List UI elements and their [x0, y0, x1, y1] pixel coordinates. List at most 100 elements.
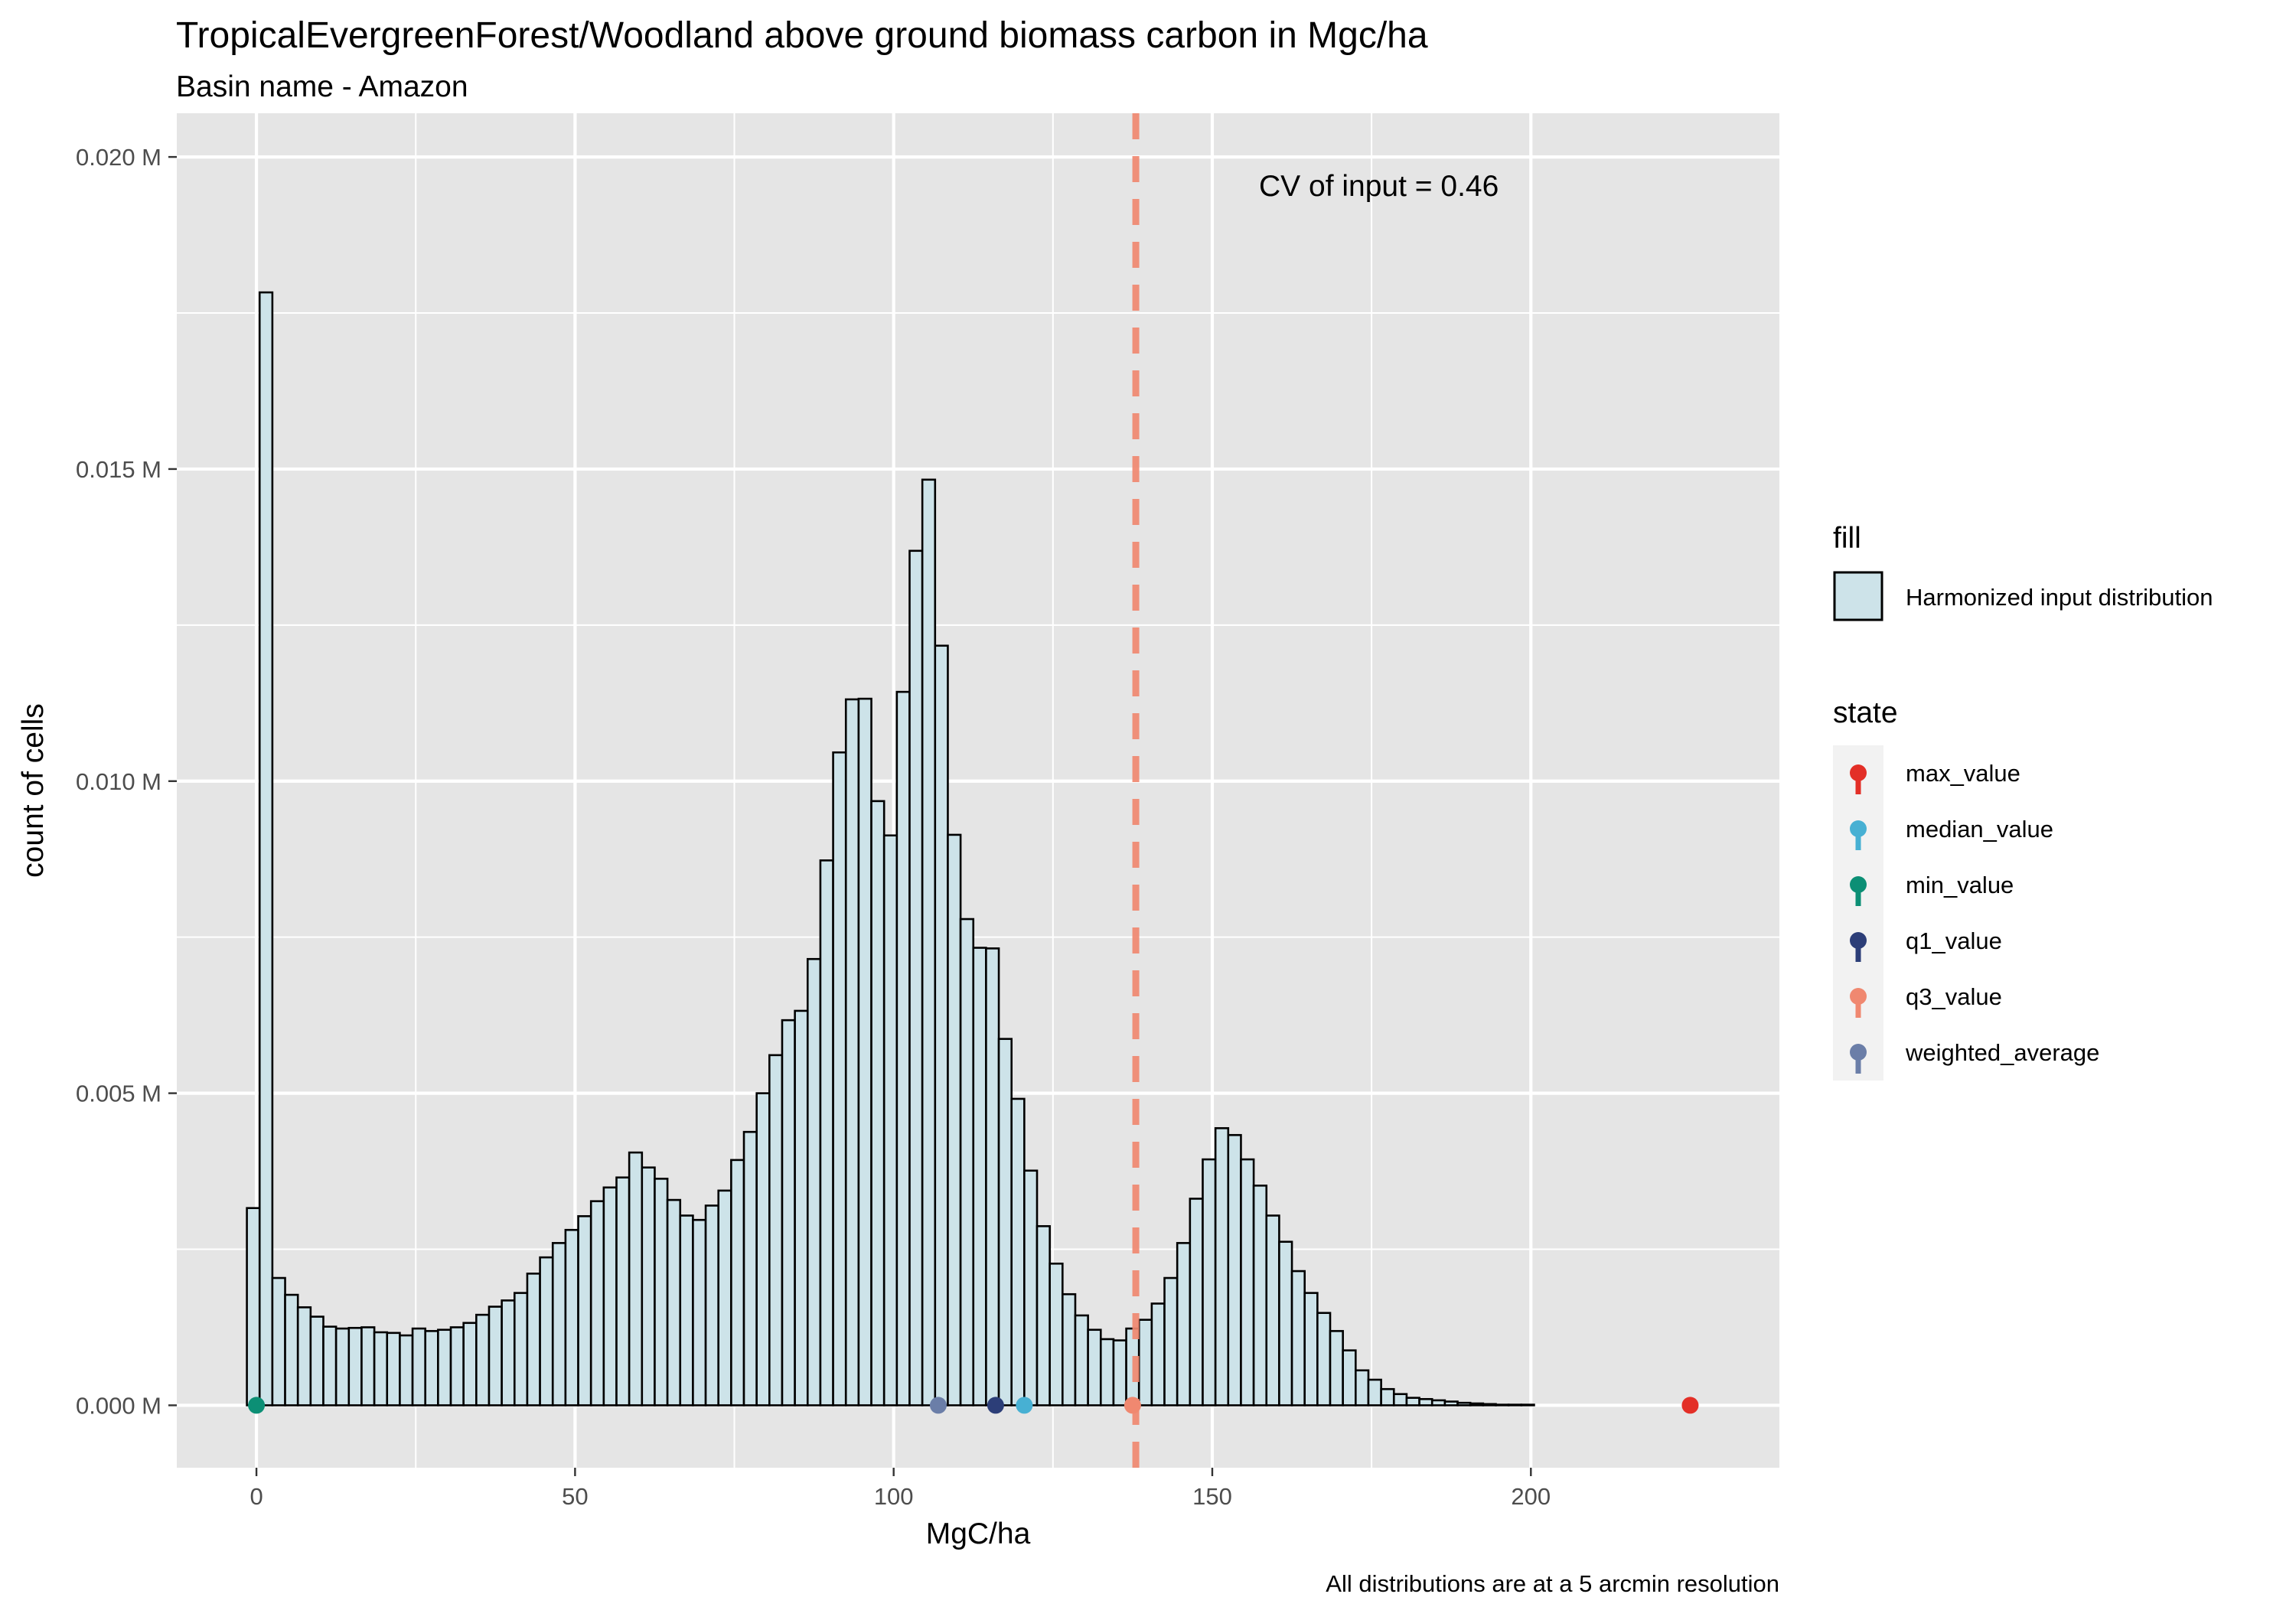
histogram-bar — [475, 1313, 491, 1407]
histogram-bar — [615, 1176, 631, 1407]
histogram-bar — [1520, 1403, 1535, 1407]
histogram-bar — [1163, 1276, 1179, 1407]
histogram-bar — [692, 1218, 707, 1407]
histogram-bar — [870, 800, 885, 1407]
x-tick-label: 150 — [1192, 1483, 1232, 1510]
histogram-bar — [501, 1299, 516, 1407]
point-q1-value — [987, 1397, 1004, 1414]
legend-item-min-value: min_value — [1850, 872, 2014, 906]
histogram-bar — [1150, 1302, 1166, 1407]
histogram-bar — [934, 644, 949, 1407]
histogram-bar — [309, 1315, 325, 1407]
legend-state-title: state — [1833, 696, 1898, 729]
point-max-value — [1681, 1397, 1699, 1414]
histogram-bar — [1087, 1328, 1102, 1407]
histogram-bar — [641, 1166, 656, 1407]
histogram-bar — [271, 1276, 286, 1407]
histogram-bar — [424, 1330, 439, 1407]
histogram-bar — [258, 291, 274, 1407]
histogram-bar — [1227, 1133, 1242, 1407]
histogram-bar — [564, 1228, 579, 1407]
legend-item-weighted-average: weighted_average — [1850, 1039, 2099, 1074]
histogram-bar — [577, 1214, 592, 1407]
cv-annotation: CV of input = 0.46 — [1259, 170, 1499, 203]
histogram-bar — [1469, 1402, 1485, 1407]
histogram-bar — [462, 1322, 478, 1407]
legend-item-label: q1_value — [1906, 927, 2002, 954]
legend-state-keys-bg — [1833, 745, 1883, 1081]
histogram-bar — [1380, 1387, 1395, 1407]
legend-key-dot — [1850, 1044, 1867, 1061]
y-tick-label: 0.010 M — [76, 768, 161, 795]
histogram-bar — [972, 947, 987, 1407]
histogram-bar — [296, 1306, 312, 1407]
legend-item-q3-value: q3_value — [1850, 983, 2002, 1018]
legend-key-dot — [1850, 988, 1867, 1005]
x-tick-label: 100 — [874, 1483, 914, 1510]
histogram-bar — [832, 751, 847, 1407]
x-tick-label: 200 — [1511, 1483, 1551, 1510]
histogram-bar — [730, 1159, 745, 1407]
histogram-bar — [373, 1331, 389, 1407]
histogram-bar — [1176, 1242, 1192, 1407]
histogram-bar — [551, 1242, 567, 1407]
point-weighted-average — [929, 1397, 947, 1414]
state-points — [248, 1397, 1699, 1414]
histogram-bar — [437, 1328, 452, 1407]
histogram-bar — [666, 1198, 682, 1407]
histogram-bar — [1189, 1198, 1204, 1407]
legend-fill-title: fill — [1833, 522, 1861, 555]
histogram-bar — [386, 1332, 401, 1407]
point-q3-value — [1124, 1397, 1141, 1414]
legend-key-dot — [1850, 764, 1867, 781]
legend-item-label: q3_value — [1906, 983, 2002, 1010]
histogram-bar — [1495, 1403, 1510, 1407]
y-tick-label: 0.020 M — [76, 144, 161, 171]
histogram-bar — [1278, 1240, 1293, 1407]
legend-item-q1-value: q1_value — [1850, 927, 2002, 962]
histogram-bar — [1303, 1292, 1319, 1407]
histogram-bar — [1418, 1397, 1433, 1407]
histogram-bar — [399, 1334, 414, 1407]
histogram-bar — [1214, 1126, 1230, 1407]
y-tick-label: 0.005 M — [76, 1081, 161, 1107]
histogram-bar — [1202, 1158, 1217, 1407]
grid-minor — [177, 113, 1779, 1468]
y-axis-ticks: 0.000 M 0.005 M 0.010 M 0.015 M 0.020 M — [76, 144, 177, 1419]
histogram-bar — [997, 1038, 1013, 1407]
histogram-bar — [755, 1092, 771, 1407]
histogram-bar — [921, 478, 937, 1407]
histogram-bar — [679, 1214, 694, 1407]
histogram-bar — [1252, 1185, 1268, 1407]
histogram-bar — [1112, 1339, 1127, 1407]
histogram-bar — [882, 834, 899, 1407]
histogram-bar — [1329, 1330, 1344, 1407]
histogram-bar — [1355, 1369, 1370, 1407]
histogram-bar — [768, 1054, 784, 1407]
histogram-bar — [1099, 1338, 1115, 1407]
histogram-bar — [1507, 1403, 1523, 1407]
x-axis-title: MgC/ha — [926, 1517, 1031, 1550]
histogram-bar — [1290, 1270, 1306, 1407]
histogram-bar — [246, 1207, 261, 1407]
y-tick-label: 0.000 M — [76, 1392, 161, 1419]
legend-key-dot — [1850, 820, 1867, 837]
chart-title: TropicalEvergreenForest/Woodland above g… — [176, 15, 1428, 56]
histogram-bar — [589, 1200, 605, 1407]
histogram-bars — [246, 291, 1535, 1407]
legend-fill-swatch — [1833, 571, 1883, 621]
histogram-bar — [908, 549, 924, 1407]
histogram-bar — [819, 859, 834, 1407]
x-axis-ticks: 0 50 100 150 200 — [249, 1468, 1551, 1510]
histogram-bar — [1342, 1349, 1357, 1407]
histogram-bar — [334, 1327, 351, 1407]
caption: All distributions are at a 5 arcmin reso… — [1326, 1570, 1779, 1597]
histogram-bar — [947, 833, 962, 1407]
histogram-bar — [1062, 1292, 1077, 1407]
histogram-bar — [1049, 1262, 1064, 1407]
histogram-bar — [794, 1009, 809, 1407]
histogram-bar — [539, 1256, 554, 1407]
x-tick-label: 0 — [249, 1483, 263, 1510]
legend-item-label: median_value — [1906, 816, 2053, 843]
